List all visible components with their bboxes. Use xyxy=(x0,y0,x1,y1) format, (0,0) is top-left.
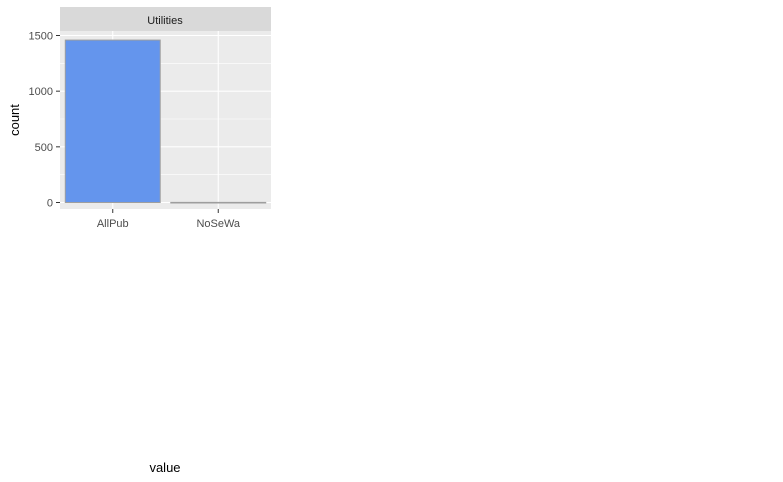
y-tick-label: 1500 xyxy=(29,31,53,43)
facet-strip xyxy=(60,7,271,31)
y-axis-title: count xyxy=(7,104,22,136)
y-tick-label: 0 xyxy=(47,198,53,210)
x-axis-title: value xyxy=(149,460,180,475)
y-tick-label: 1000 xyxy=(29,86,53,98)
bar-NoSeWa xyxy=(170,201,267,204)
y-tick-label: 500 xyxy=(35,142,53,154)
x-tick-label: AllPub xyxy=(97,218,129,230)
x-tick-label: NoSeWa xyxy=(196,218,240,230)
x-axis: AllPub NoSeWa xyxy=(97,209,241,230)
y-axis: 0 500 1000 1500 xyxy=(29,31,60,210)
bars xyxy=(64,39,267,204)
facet-title: Utilities xyxy=(147,15,183,27)
bar-AllPub xyxy=(64,39,161,203)
